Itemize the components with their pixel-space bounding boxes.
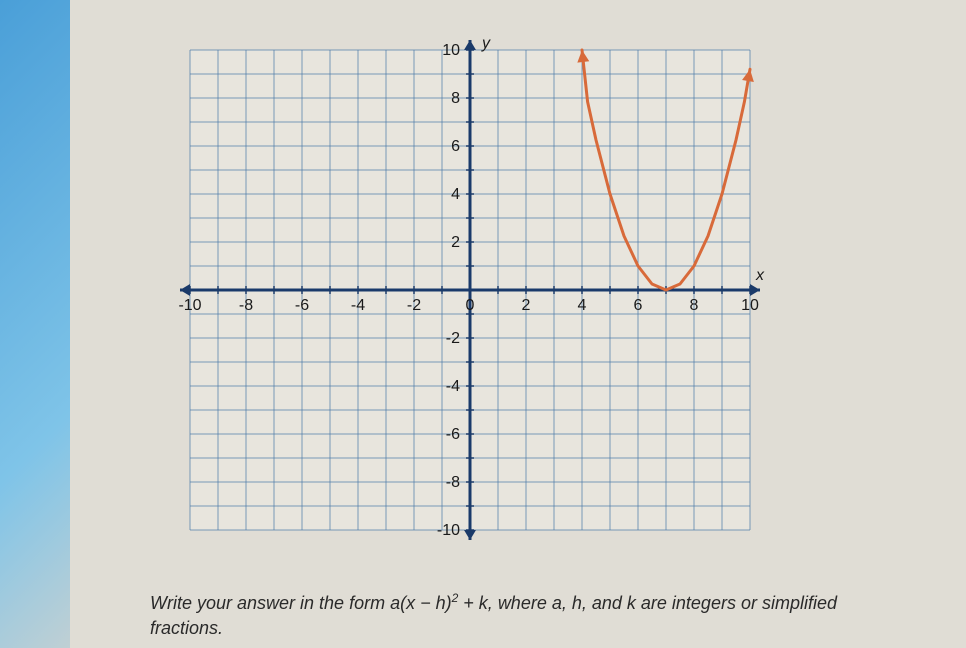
instruction-formula-a: a(x − h) (390, 593, 452, 613)
svg-text:4: 4 (451, 186, 460, 203)
instruction-formula-b: + k, where a, h, and k are integers or s… (458, 593, 837, 613)
svg-text:10: 10 (442, 42, 460, 59)
svg-text:-6: -6 (295, 297, 309, 314)
svg-text:-8: -8 (446, 474, 460, 491)
svg-text:-10: -10 (437, 522, 460, 539)
svg-text:8: 8 (690, 297, 699, 314)
instruction-line2: fractions. (150, 618, 223, 638)
svg-text:-2: -2 (407, 297, 421, 314)
svg-text:6: 6 (634, 297, 643, 314)
svg-text:-10: -10 (178, 297, 201, 314)
svg-text:6: 6 (451, 138, 460, 155)
svg-text:y: y (481, 35, 491, 52)
svg-text:2: 2 (451, 234, 460, 251)
instruction-text: Write your answer in the form a(x − h)2 … (150, 590, 930, 641)
worksheet-page: -10 -8 -6 -4 -2 0 2 4 6 8 10 10 8 6 4 2 -2 -4 -6 -8 -10 x y Wr… (70, 0, 966, 648)
svg-text:-2: -2 (446, 330, 460, 347)
svg-text:x: x (755, 267, 765, 284)
svg-text:-4: -4 (351, 297, 365, 314)
coordinate-chart: -10 -8 -6 -4 -2 0 2 4 6 8 10 10 8 6 4 2 -2 -4 -6 -8 -10 x y (150, 10, 790, 570)
chart-svg: -10 -8 -6 -4 -2 0 2 4 6 8 10 10 8 6 4 2 -2 -4 -6 -8 -10 x y (150, 10, 790, 570)
svg-text:10: 10 (741, 297, 759, 314)
svg-text:4: 4 (578, 297, 587, 314)
svg-text:2: 2 (522, 297, 531, 314)
svg-text:-6: -6 (446, 426, 460, 443)
svg-text:8: 8 (451, 90, 460, 107)
svg-text:-4: -4 (446, 378, 460, 395)
svg-text:0: 0 (466, 297, 475, 314)
instruction-prefix: Write your answer in the form (150, 593, 390, 613)
svg-text:-8: -8 (239, 297, 253, 314)
